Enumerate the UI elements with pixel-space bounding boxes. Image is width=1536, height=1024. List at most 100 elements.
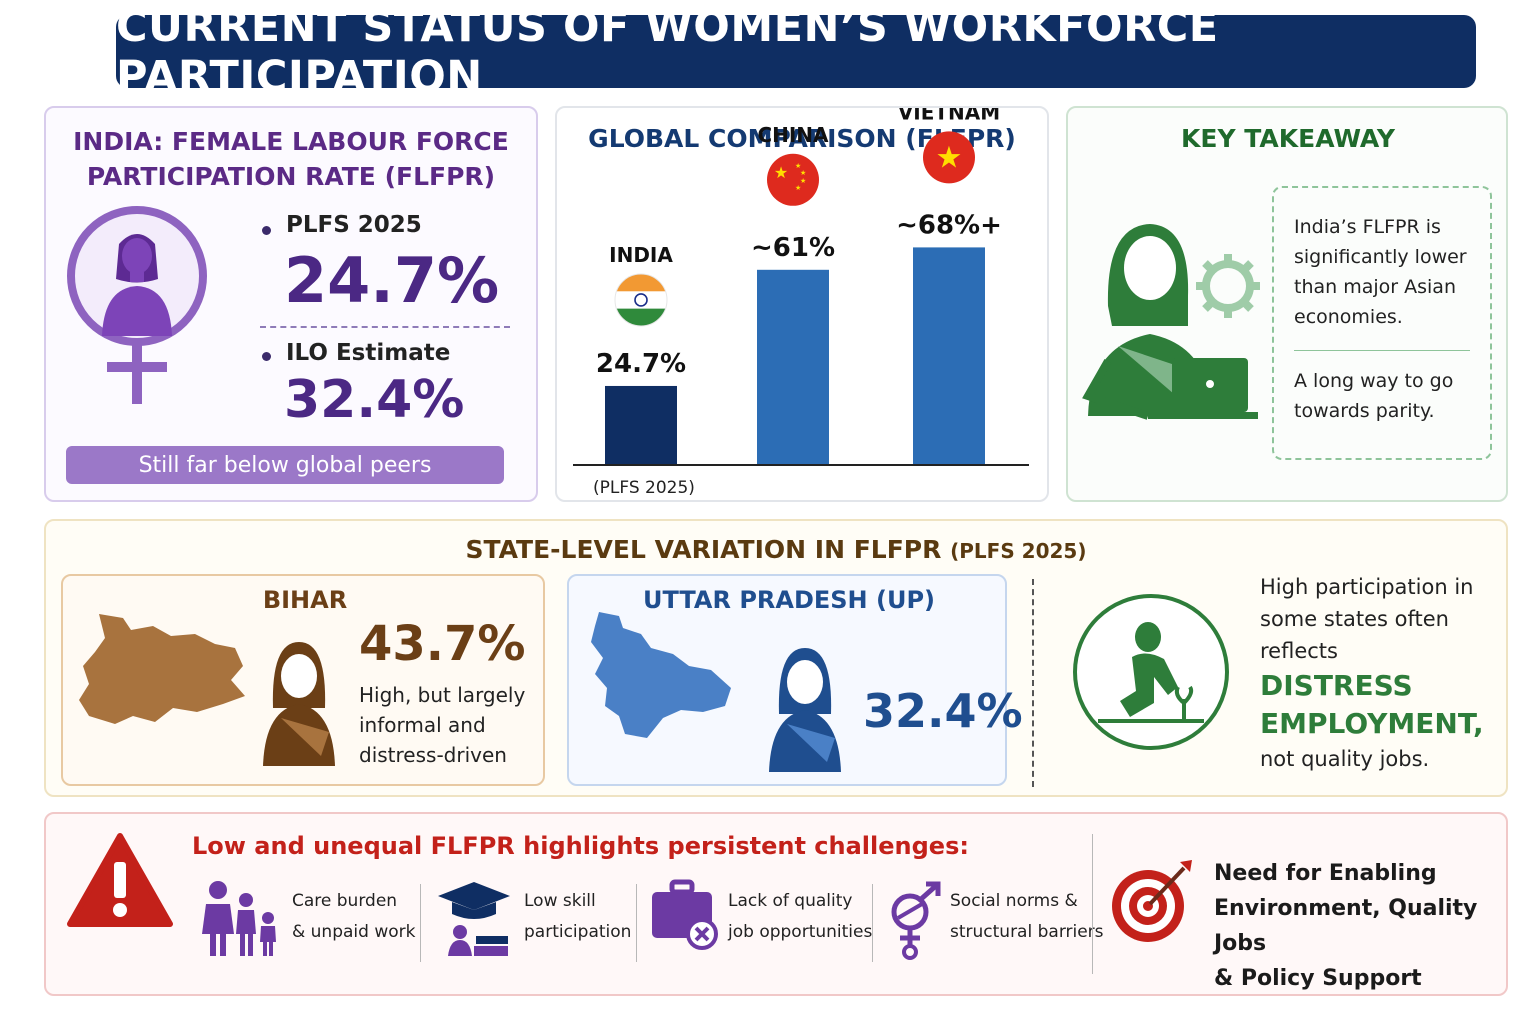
female-symbol-icon: [67, 206, 207, 404]
note-line: reflects: [1260, 639, 1338, 663]
takeaway-divider: [1294, 350, 1470, 351]
bihar-value: 43.7%: [359, 616, 526, 672]
note-line: High participation in: [1260, 575, 1474, 599]
note-line: some states often: [1260, 607, 1449, 631]
woman-laptop-icon: [1082, 224, 1260, 420]
challenge-line: Lack of quality: [728, 891, 853, 911]
takeaway-line: economies.: [1294, 306, 1403, 328]
gear-icon: [1196, 254, 1260, 318]
category-label: CHINA: [757, 123, 829, 147]
note-line: not quality jobs.: [1260, 747, 1430, 771]
challenge-line: Low skill: [524, 891, 596, 911]
briefcase-icon: [652, 879, 718, 950]
challenge-line: & unpaid work: [292, 922, 416, 942]
need-line: Environment, Quality Jobs: [1214, 896, 1478, 956]
challenge-1-label: Care burden & unpaid work: [292, 886, 415, 948]
india-panel-heading: INDIA: FEMALE LABOUR FORCE PARTICIPATION…: [66, 124, 516, 194]
takeaway-line: A long way to go: [1294, 370, 1454, 392]
ilo-value: 32.4%: [284, 370, 465, 430]
bihar-woman-icon: [263, 642, 335, 766]
need-line: & Policy Support: [1214, 966, 1422, 991]
below-peers-banner: Still far below global peers: [66, 446, 504, 484]
takeaway-line: towards parity.: [1294, 400, 1435, 422]
up-map-icon: [591, 612, 731, 738]
bihar-card: BIHAR 43.7% High, but largely informal a…: [61, 574, 545, 786]
chart-footnote: (PLFS 2025): [593, 478, 695, 498]
bar-vietnam: [913, 247, 985, 465]
key-takeaway-heading: KEY TAKEAWAY: [1181, 124, 1395, 153]
global-bar-chart: 24.7%INDIA ~61%★ ★★★★CHINA~68%+★VIETNAM: [573, 108, 1029, 466]
bihar-desc-line: High, but largely: [359, 683, 526, 707]
svg-text:★: ★: [795, 162, 801, 170]
distress-note: High participation in some states often …: [1260, 571, 1484, 775]
bar-value-label: ~68%+: [896, 210, 1002, 240]
state-heading-main: STATE-LEVEL VARIATION IN FLFPR: [465, 535, 942, 564]
bar-china: [757, 269, 829, 465]
bar-india: [605, 385, 677, 465]
india-flfpr-panel: INDIA: FEMALE LABOUR FORCE PARTICIPATION…: [44, 106, 538, 502]
bihar-description: High, but largely informal and distress-…: [359, 680, 525, 770]
svg-text:★: ★: [936, 140, 963, 175]
india-heading-line1: INDIA: FEMALE LABOUR FORCE: [73, 127, 509, 156]
state-divider: [1032, 579, 1034, 787]
takeaway-line: India’s FLFPR is: [1294, 216, 1441, 238]
challenge-line: job opportunities: [728, 922, 873, 942]
ilo-label: ILO Estimate: [286, 340, 451, 366]
challenges-panel: Low and unequal FLFPR highlights persist…: [44, 812, 1508, 996]
title-bar: CURRENT STATUS OF WOMEN’S WORKFORCE PART…: [116, 2, 1476, 102]
divider: [260, 326, 510, 328]
state-heading: STATE-LEVEL VARIATION IN FLFPR (PLFS 202…: [46, 535, 1506, 564]
category-label: INDIA: [609, 243, 673, 267]
challenge-2-label: Low skill participation: [524, 886, 631, 948]
ilo-bullet: [262, 352, 271, 361]
warning-icon: [67, 833, 173, 927]
china-flag-icon: ★ ★★★★: [767, 153, 819, 206]
farmer-woman-icon: [1073, 594, 1229, 750]
state-heading-sub: (PLFS 2025): [950, 539, 1087, 563]
bihar-desc-line: distress-driven: [359, 743, 507, 767]
policy-need-text: Need for Enabling Environment, Quality J…: [1214, 856, 1506, 996]
india-heading-line2: PARTICIPATION RATE (FLFPR): [86, 162, 496, 191]
bihar-desc-line: informal and: [359, 713, 486, 737]
challenge-divider: [1092, 834, 1093, 974]
challenge-line: Care burden: [292, 891, 398, 911]
family-icon: [202, 881, 276, 956]
up-card: UTTAR PRADESH (UP) 32.4%: [567, 574, 1023, 786]
takeaway-line: than major Asian: [1294, 276, 1456, 298]
up-value: 32.4%: [863, 684, 1023, 738]
challenge-3-label: Lack of quality job opportunities: [728, 886, 872, 948]
challenge-divider: [872, 884, 873, 962]
takeaway-text-1: India’s FLFPR is significantly lower tha…: [1294, 212, 1467, 332]
challenge-divider: [420, 884, 421, 962]
svg-text:★: ★: [800, 177, 806, 185]
page-title: CURRENT STATUS OF WOMEN’S WORKFORCE PART…: [116, 1, 1219, 102]
bar-value-label: ~61%: [751, 233, 835, 263]
svg-text:★: ★: [795, 184, 801, 192]
challenges-heading: Low and unequal FLFPR highlights persist…: [192, 832, 969, 860]
category-label: VIETNAM: [898, 108, 1000, 124]
challenge-4-label: Social norms & structural barriers: [950, 886, 1104, 948]
takeaway-text-2: A long way to go towards parity.: [1294, 366, 1453, 426]
bihar-name: BIHAR: [262, 586, 348, 614]
challenge-line: Social norms &: [950, 891, 1078, 911]
svg-text:★: ★: [774, 163, 788, 182]
takeaway-box: [1272, 186, 1492, 460]
up-woman-icon: [769, 648, 841, 772]
global-comparison-panel: GLOBAL COMPARISON (FLFPR) 24.7% INDIA ~61%…: [555, 106, 1049, 502]
distress-emphasis: DISTRESS: [1260, 669, 1413, 702]
state-variation-panel: STATE-LEVEL VARIATION IN FLFPR (PLFS 202…: [44, 519, 1508, 797]
challenge-line: structural barriers: [950, 922, 1104, 942]
up-name: UTTAR PRADESH (UP): [642, 586, 936, 614]
distress-emphasis: EMPLOYMENT,: [1260, 707, 1484, 740]
vietnam-flag-icon: ★: [923, 131, 975, 184]
takeaway-line: significantly lower: [1294, 246, 1467, 268]
bihar-map-icon: [79, 614, 245, 724]
graduation-cap-icon: [438, 882, 510, 956]
challenge-divider: [636, 884, 637, 962]
svg-text:★: ★: [800, 169, 806, 177]
india-flag-icon: [614, 273, 668, 327]
gender-symbol-icon: [891, 881, 941, 960]
plfs-label: PLFS 2025: [286, 212, 422, 238]
plfs-bullet: [262, 226, 271, 235]
challenge-line: participation: [524, 922, 632, 942]
